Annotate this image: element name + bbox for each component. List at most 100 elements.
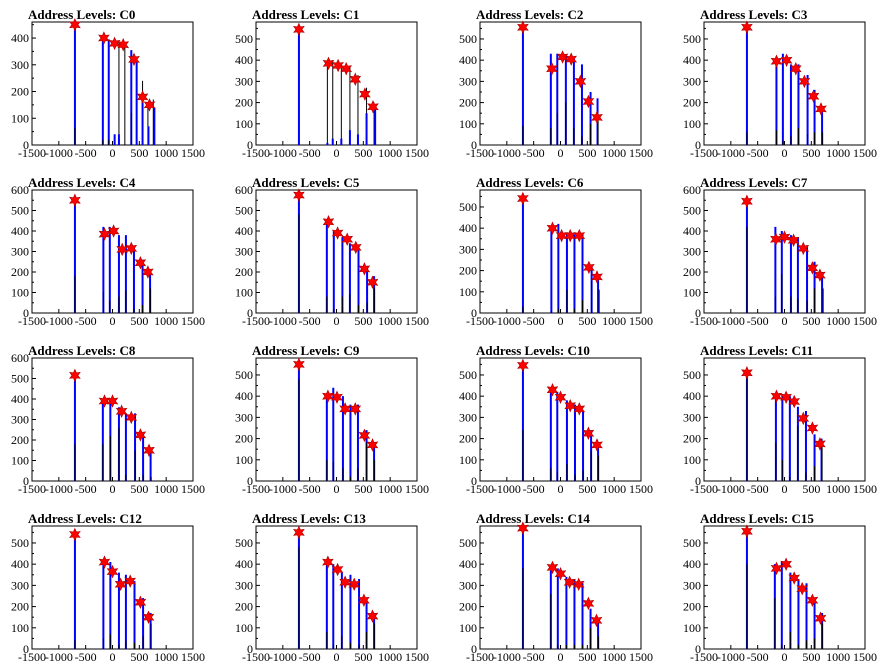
x-tick-label: 500	[354, 314, 372, 328]
x-tick-label: -1500	[18, 314, 46, 328]
x-tick-label: 0	[782, 146, 788, 160]
y-tick-label: 0	[247, 138, 253, 152]
y-tick-label: 500	[235, 32, 253, 46]
y-tick-label: 0	[695, 138, 701, 152]
chart-plot: 0 100 200 300 400 500 -1500-1000 -500 0 500 1000 15…	[683, 20, 877, 160]
star-marker	[293, 357, 305, 372]
star-marker	[770, 561, 783, 576]
plot-frame	[255, 357, 418, 482]
x-tick-label: -1000	[269, 146, 297, 160]
star-marker	[331, 562, 344, 577]
star-marker	[340, 61, 353, 76]
x-tick-label: -1000	[45, 146, 73, 160]
x-tick-label: 1000	[154, 146, 178, 160]
star-marker	[348, 577, 361, 592]
y-tick-label: 600	[683, 183, 701, 197]
x-tick-label: 1000	[378, 482, 402, 496]
star-marker	[806, 593, 819, 607]
star-marker	[339, 402, 351, 416]
x-tick-label: -500	[747, 314, 769, 328]
x-tick-label: 1500	[629, 482, 653, 496]
y-tick-label: 500	[683, 32, 701, 46]
star-marker	[797, 411, 810, 426]
x-tick-label: 1500	[405, 146, 429, 160]
x-tick-label: 0	[334, 482, 340, 496]
y-tick-label: 0	[247, 306, 253, 320]
x-tick-label: -1500	[466, 146, 494, 160]
x-tick-label: 1500	[405, 482, 429, 496]
y-tick-label: 500	[459, 536, 477, 550]
star-marker	[358, 428, 371, 443]
x-tick-label: 0	[782, 482, 788, 496]
star-marker	[517, 191, 529, 206]
y-tick-label: 500	[683, 536, 701, 550]
y-tick-label: 200	[235, 265, 253, 279]
y-tick-label: 400	[459, 221, 477, 235]
star-marker	[341, 232, 354, 246]
y-tick-label: 0	[23, 138, 29, 152]
y-tick-label: 100	[683, 621, 701, 635]
star-marker	[789, 61, 802, 76]
y-tick-label: 200	[683, 265, 701, 279]
chart-title: Address Levels: C2	[476, 7, 584, 22]
star-marker	[142, 610, 155, 624]
star-marker	[573, 402, 586, 416]
y-tick-label: 100	[11, 621, 29, 635]
x-tick-label: 0	[334, 314, 340, 328]
star-marker	[797, 241, 810, 256]
y-tick-label: 400	[11, 31, 29, 45]
star-marker	[293, 525, 305, 540]
y-tick-label: 300	[11, 245, 29, 259]
x-tick-label: -1000	[493, 146, 521, 160]
x-tick-label: 1000	[602, 650, 626, 664]
x-tick-label: -1000	[493, 314, 521, 328]
y-tick-label: 100	[11, 111, 29, 125]
y-tick-label: 100	[235, 117, 253, 131]
chart-panel: Address Levels: C4 0 100 200 300 400 500 600 -15…	[0, 168, 224, 336]
x-tick-label: 1500	[853, 314, 877, 328]
y-tick-label: 500	[459, 368, 477, 382]
y-tick-label: 200	[11, 600, 29, 614]
x-tick-label: 1500	[853, 146, 877, 160]
chart-plot: 0 100 200 300 400 500 -1500-1000 -500 0 500 1000 15…	[235, 21, 429, 160]
star-marker	[358, 262, 371, 276]
x-tick-label: -500	[75, 314, 97, 328]
y-tick-label: 100	[459, 117, 477, 131]
star-marker	[322, 56, 335, 71]
y-tick-label: 400	[235, 557, 253, 571]
x-tick-label: -1500	[690, 650, 718, 664]
y-tick-label: 400	[11, 392, 29, 406]
star-marker	[98, 394, 111, 408]
y-tick-label: 0	[695, 474, 701, 488]
x-tick-label: -500	[523, 314, 545, 328]
chart-panel: Address Levels: C10 0 100 200 300 400 500 -1500…	[448, 336, 672, 504]
star-marker	[807, 89, 820, 103]
x-tick-label: 1000	[826, 146, 850, 160]
chart-panel: Address Levels: C14 0 100 200 300 400 500 -1500…	[448, 504, 672, 672]
x-tick-label: -1000	[717, 650, 745, 664]
star-marker	[741, 366, 753, 380]
star-marker	[554, 566, 567, 581]
x-tick-label: -1500	[18, 146, 46, 160]
y-tick-label: 300	[235, 74, 253, 88]
plot-frame	[479, 357, 642, 482]
x-tick-label: 0	[110, 650, 116, 664]
x-tick-label: 1500	[853, 482, 877, 496]
star-marker	[107, 224, 120, 238]
chart-title: Address Levels: C0	[28, 7, 136, 22]
y-tick-label: 100	[235, 286, 253, 300]
star-marker	[293, 22, 305, 37]
star-marker	[128, 52, 140, 67]
star-marker	[349, 240, 362, 255]
x-tick-label: 1500	[629, 314, 653, 328]
star-marker	[565, 52, 578, 66]
chart-panel: Address Levels: C0 0 100 200 300 400 -1500 -100…	[0, 0, 224, 168]
chart-title: Address Levels: C7	[700, 175, 808, 190]
chart-plot: 0 100 200 300 400 500 -1500-1000 -500 0 500 1000 15…	[459, 189, 653, 328]
chart-plot: 0 100 200 300 400 500 600 -1500-1000 -500 0 500 100…	[235, 183, 429, 328]
plot-frame	[479, 21, 642, 146]
star-marker	[114, 577, 127, 592]
chart-title: Address Levels: C3	[700, 7, 808, 22]
x-tick-label: -1500	[242, 650, 270, 664]
x-tick-label: -1500	[242, 146, 270, 160]
